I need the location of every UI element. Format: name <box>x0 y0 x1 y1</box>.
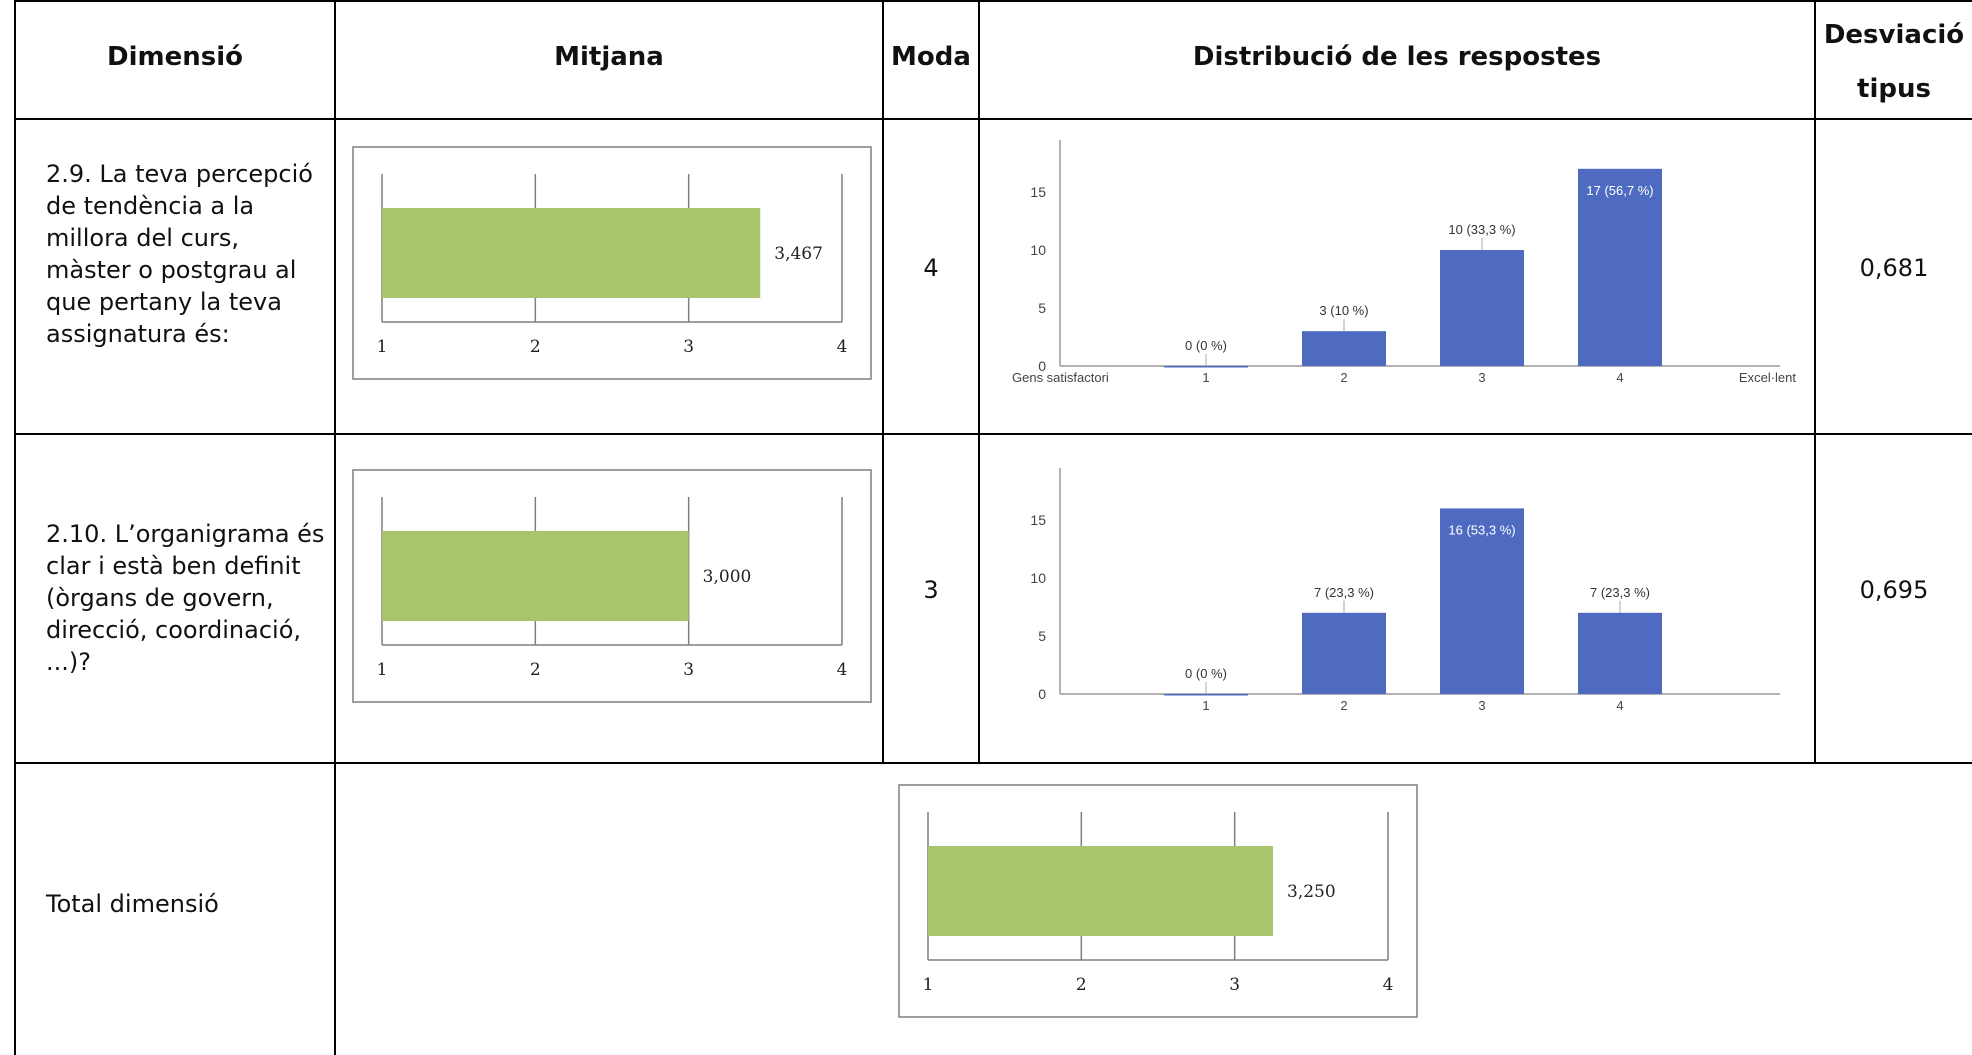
x-tick-label: 2 <box>530 660 541 680</box>
x-tick-label: 1 <box>1202 698 1209 713</box>
distribution-bar <box>1302 331 1386 366</box>
table-top-border <box>14 0 1972 2</box>
x-tick-label: 3 <box>683 337 694 357</box>
mean-chart-total: 3,250 1 2 3 4 <box>898 784 1418 1018</box>
distribution-chart-2-9: 0 5 10 15 0 (0 %) 1 3 (10 %) 2 10 (33,3 %) 3 17 (5… <box>1012 140 1796 385</box>
mean-bar <box>382 208 761 298</box>
distribution-bar <box>1578 168 1662 366</box>
x-tick-label: 2 <box>1340 698 1347 713</box>
y-tick-label: 15 <box>1030 512 1046 528</box>
header-sd-line2: tipus <box>1857 74 1931 104</box>
bar-data-label: 7 (23,3 %) <box>1314 585 1374 600</box>
col1-right-border <box>334 0 336 1055</box>
total-dimension-label: Total dimensió <box>46 890 219 918</box>
bar-data-label: 3 (10 %) <box>1319 303 1368 318</box>
distribution-bar <box>1578 612 1662 694</box>
x-tick-label: 2 <box>530 337 541 357</box>
row1-bottom-border <box>14 433 1972 435</box>
mean-chart-2-9: 3,467 1 2 3 4 <box>352 146 872 380</box>
mean-bar <box>382 531 689 621</box>
distribution-chart-2-10: 0 5 10 15 0 (0 %) 1 7 (23,3 %) 2 16 (53,3 %) 3 7 (… <box>1030 468 1780 713</box>
x-tick-label: 2 <box>1076 975 1087 995</box>
header-dimension: Dimensió <box>107 42 243 72</box>
mean-value-label: 3,467 <box>774 244 823 264</box>
mean-value-label: 3,250 <box>1287 882 1336 902</box>
x-tick-label: 1 <box>377 337 388 357</box>
y-tick-label: 0 <box>1038 686 1046 702</box>
mean-bar <box>928 846 1273 936</box>
x-tick-label: 1 <box>923 975 934 995</box>
bar-data-label: 10 (33,3 %) <box>1448 222 1515 237</box>
x-tick-label: 4 <box>1383 975 1394 995</box>
x-tick-label: 3 <box>1478 698 1485 713</box>
y-tick-label: 5 <box>1038 300 1046 316</box>
row2-sd: 0,695 <box>1859 576 1929 604</box>
bar-data-label: 7 (23,3 %) <box>1590 585 1650 600</box>
bar-data-label: 0 (0 %) <box>1185 666 1227 681</box>
bar-data-label: 16 (53,3 %) <box>1448 522 1515 537</box>
row1-mode: 4 <box>923 254 939 282</box>
x-tick-label: 3 <box>683 660 694 680</box>
x-axis-start-label: Gens satisfactori <box>1012 370 1109 385</box>
col2-right-border <box>882 0 884 764</box>
header-distribution: Distribució de les respostes <box>1192 42 1602 72</box>
x-tick-label: 4 <box>1616 370 1623 385</box>
y-tick-label: 10 <box>1030 242 1046 258</box>
y-tick-label: 15 <box>1030 184 1046 200</box>
header-mean: Mitjana <box>554 42 664 72</box>
distribution-bar <box>1164 694 1248 696</box>
x-tick-label: 3 <box>1478 370 1485 385</box>
mean-chart-2-10: 3,000 1 2 3 4 <box>352 469 872 703</box>
x-tick-label: 4 <box>837 660 848 680</box>
x-tick-label: 2 <box>1340 370 1347 385</box>
x-tick-label: 3 <box>1229 975 1240 995</box>
row1-sd: 0,681 <box>1859 254 1929 282</box>
header-mode: Moda <box>891 42 971 72</box>
table-left-border <box>14 0 16 1055</box>
y-tick-label: 5 <box>1038 628 1046 644</box>
row2-mode: 3 <box>923 576 939 604</box>
y-tick-label: 0 <box>1038 358 1046 374</box>
distribution-bar <box>1440 508 1524 694</box>
row2-bottom-border <box>14 762 1972 764</box>
x-axis-end-label: Excel·lent <box>1739 370 1796 385</box>
row2-dimension-label: 2.10. L’organigrama és clar i està ben d… <box>46 520 325 676</box>
x-tick-label: 1 <box>1202 370 1209 385</box>
x-tick-label: 1 <box>377 660 388 680</box>
mean-value-label: 3,000 <box>703 567 752 587</box>
header-bottom-border <box>14 118 1972 120</box>
col3-right-border <box>978 0 980 764</box>
header-sd-line1: Desviació <box>1823 20 1965 50</box>
y-tick-label: 10 <box>1030 570 1046 586</box>
distribution-bar <box>1164 366 1248 368</box>
x-tick-label: 4 <box>1616 698 1623 713</box>
distribution-bar <box>1302 612 1386 694</box>
col4-right-border <box>1814 0 1816 764</box>
bar-data-label: 0 (0 %) <box>1185 338 1227 353</box>
bar-data-label: 17 (56,7 %) <box>1586 183 1653 198</box>
row1-dimension-label: 2.9. La teva percepció de tendència a la… <box>46 160 313 348</box>
distribution-bar <box>1440 250 1524 366</box>
x-tick-label: 4 <box>837 337 848 357</box>
